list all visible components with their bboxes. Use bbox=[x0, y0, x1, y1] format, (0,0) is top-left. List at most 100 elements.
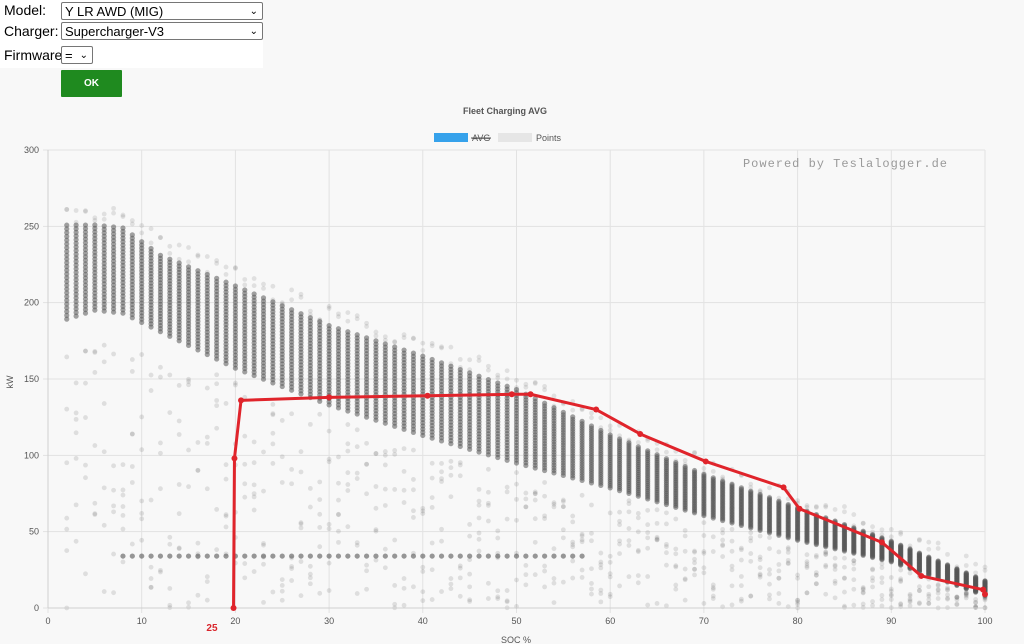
scatter-point bbox=[888, 575, 894, 580]
scatter-point bbox=[307, 563, 313, 569]
scatter-point bbox=[373, 528, 379, 534]
scatter-point bbox=[457, 565, 463, 571]
scatter-point bbox=[860, 587, 866, 593]
scatter-point bbox=[879, 527, 885, 533]
scatter-point bbox=[129, 431, 135, 437]
scatter-point bbox=[879, 597, 885, 602]
scatter-point bbox=[420, 598, 426, 604]
scatter-point bbox=[926, 554, 932, 560]
ok-button[interactable]: OK bbox=[61, 70, 122, 97]
scatter-point bbox=[579, 533, 585, 539]
scatter-point bbox=[64, 305, 70, 311]
scatter-point bbox=[663, 456, 670, 462]
scatter-point bbox=[382, 337, 388, 343]
points-cloud bbox=[64, 205, 988, 611]
scatter-point bbox=[767, 494, 772, 500]
scatter-point bbox=[973, 561, 979, 567]
scatter-point bbox=[485, 596, 491, 601]
scatter-point bbox=[532, 489, 538, 495]
scatter-point bbox=[944, 562, 951, 568]
scatter-point bbox=[317, 511, 323, 517]
scatter-point bbox=[439, 461, 444, 466]
scatter-point bbox=[101, 449, 107, 455]
scatter-point bbox=[682, 597, 688, 603]
scatter-point bbox=[767, 535, 772, 540]
scatter-point bbox=[289, 287, 295, 293]
chevron-down-icon: ⌄ bbox=[249, 6, 258, 17]
scatter-point bbox=[195, 592, 201, 598]
scatter-point bbox=[64, 308, 70, 315]
scatter-point bbox=[682, 528, 688, 533]
scatter-point bbox=[832, 595, 838, 601]
legend-item-points[interactable]: Points bbox=[498, 133, 562, 143]
scatter-point bbox=[429, 553, 435, 559]
scatter-point bbox=[682, 548, 688, 554]
scatter-point bbox=[148, 372, 154, 378]
scatter-point bbox=[129, 369, 135, 374]
scatter-point bbox=[982, 564, 988, 570]
scatter-point bbox=[757, 557, 763, 563]
scatter-point bbox=[832, 555, 838, 561]
scatter-point bbox=[392, 583, 398, 588]
scatter-point bbox=[542, 513, 548, 519]
scatter-point bbox=[110, 224, 117, 230]
scatter-point bbox=[842, 589, 847, 595]
scatter-point bbox=[289, 566, 295, 571]
scatter-point bbox=[420, 353, 426, 359]
scatter-point bbox=[692, 560, 697, 566]
scatter-point bbox=[373, 557, 379, 563]
scatter-point bbox=[307, 308, 313, 314]
scatter-point bbox=[439, 345, 444, 351]
scatter-point bbox=[542, 568, 548, 574]
scatter-point bbox=[645, 602, 651, 608]
scatter-point bbox=[860, 590, 866, 596]
scatter-point bbox=[917, 537, 922, 543]
firmware-select[interactable]: = ⌄ bbox=[61, 46, 93, 64]
avg-point bbox=[326, 394, 333, 401]
scatter-point bbox=[420, 505, 426, 511]
scatter-point bbox=[270, 589, 276, 595]
scatter-point bbox=[879, 535, 885, 541]
scatter-point bbox=[532, 497, 538, 503]
scatter-point bbox=[101, 359, 107, 365]
scatter-point bbox=[917, 537, 922, 542]
scatter-point bbox=[963, 590, 969, 596]
scatter-point bbox=[354, 313, 360, 319]
scatter-point bbox=[401, 469, 407, 474]
scatter-point bbox=[514, 470, 519, 475]
scatter-point bbox=[485, 500, 491, 506]
scatter-point bbox=[898, 602, 904, 607]
scatter-point bbox=[738, 574, 744, 579]
scatter-point bbox=[298, 449, 304, 455]
scatter-point bbox=[73, 288, 79, 294]
scatter-point bbox=[598, 427, 604, 434]
scatter-point bbox=[570, 407, 576, 413]
scatter-point bbox=[635, 549, 641, 555]
scatter-point bbox=[851, 558, 857, 564]
legend-item-avg[interactable]: AVG bbox=[434, 133, 491, 143]
scatter-point bbox=[270, 553, 276, 559]
scatter-point bbox=[420, 589, 426, 595]
legend-swatch-avg bbox=[434, 133, 468, 142]
scatter-point bbox=[467, 357, 473, 363]
scatter-point bbox=[710, 586, 716, 592]
scatter-point bbox=[617, 538, 622, 544]
scatter-point bbox=[664, 544, 669, 549]
scatter-point bbox=[167, 553, 173, 559]
scatter-point bbox=[617, 433, 622, 439]
charger-select[interactable]: Supercharger-V3 ⌄ bbox=[61, 22, 263, 40]
scatter-point bbox=[626, 501, 632, 507]
scatter-point bbox=[776, 568, 782, 574]
scatter-point bbox=[467, 370, 473, 376]
scatter-point bbox=[467, 598, 473, 604]
scatter-point bbox=[532, 380, 538, 385]
scatter-point bbox=[485, 367, 491, 373]
scatter-point bbox=[710, 468, 716, 474]
scatter-point bbox=[710, 596, 716, 601]
scatter-point bbox=[832, 567, 838, 572]
scatter-point bbox=[776, 498, 782, 504]
model-select[interactable]: Y LR AWD (MIG) ⌄ bbox=[61, 2, 263, 20]
scatter-point bbox=[645, 522, 651, 528]
scatter-point bbox=[289, 411, 295, 417]
scatter-point bbox=[382, 565, 388, 571]
